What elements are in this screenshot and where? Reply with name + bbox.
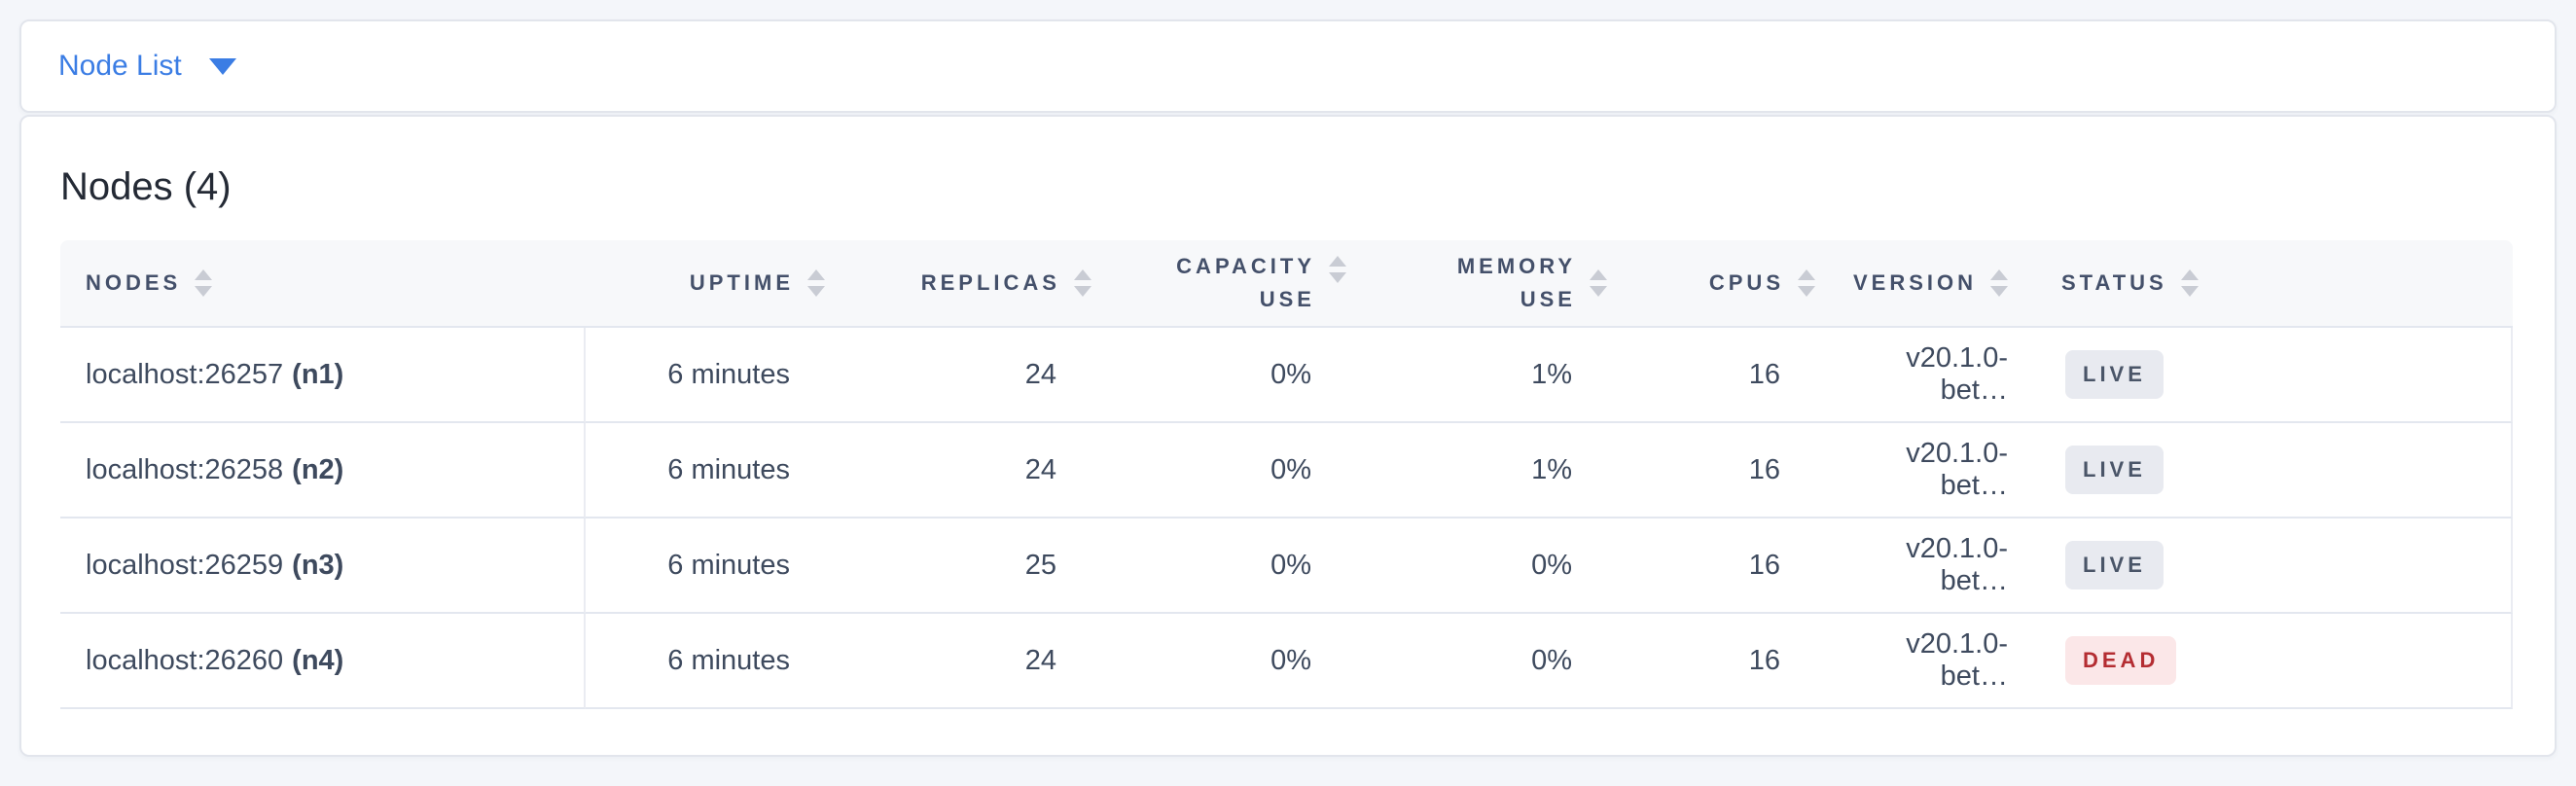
memory-use-cell: 1% bbox=[1373, 423, 1633, 518]
status-cell: LIVE bbox=[2034, 328, 2513, 423]
node-cell: localhost:26259 (n3) bbox=[60, 518, 586, 614]
sort-icon[interactable] bbox=[195, 269, 213, 297]
memory-use-cell: 0% bbox=[1373, 614, 1633, 709]
cpus-cell: 16 bbox=[1633, 423, 1842, 518]
cpus-cell: 16 bbox=[1633, 518, 1842, 614]
sort-icon[interactable] bbox=[807, 269, 825, 297]
node-address: localhost:26257 bbox=[86, 358, 284, 390]
cpus-cell: 16 bbox=[1633, 328, 1842, 423]
replicas-cell: 24 bbox=[851, 423, 1118, 518]
table-row: localhost:26257 (n1) 6 minutes 24 0% 1% 1… bbox=[60, 328, 2513, 423]
node-cell: localhost:26260 (n4) bbox=[60, 614, 586, 709]
nodes-panel: Nodes (4) NODES UPTIME bbox=[19, 115, 2557, 757]
nodes-table: NODES UPTIME REPLICAS bbox=[60, 240, 2513, 709]
memory-use-cell: 0% bbox=[1373, 518, 1633, 614]
version-cell: v20.1.0-bet… bbox=[1842, 518, 2034, 614]
replicas-cell: 25 bbox=[851, 518, 1118, 614]
chevron-down-icon bbox=[208, 57, 236, 75]
column-header-capacity-use[interactable]: CAPACITY USE bbox=[1118, 240, 1373, 328]
version-cell: v20.1.0-bet… bbox=[1842, 614, 2034, 709]
status-badge: LIVE bbox=[2065, 350, 2164, 399]
table-row: localhost:26258 (n2) 6 minutes 24 0% 1% 1… bbox=[60, 423, 2513, 518]
capacity-use-cell: 0% bbox=[1118, 423, 1373, 518]
table-row: localhost:26260 (n4) 6 minutes 24 0% 0% 1… bbox=[60, 614, 2513, 709]
column-header-memory-use[interactable]: MEMORY USE bbox=[1373, 240, 1633, 328]
uptime-cell: 6 minutes bbox=[586, 518, 851, 614]
node-address: localhost:26260 bbox=[86, 644, 284, 676]
version-cell: v20.1.0-bet… bbox=[1842, 423, 2034, 518]
node-id: (n4) bbox=[292, 644, 344, 676]
status-cell: LIVE bbox=[2034, 518, 2513, 614]
node-list-dropdown-label: Node List bbox=[58, 50, 182, 82]
node-list-dropdown[interactable]: Node List bbox=[58, 50, 236, 83]
column-header-status[interactable]: STATUS bbox=[2034, 240, 2513, 328]
node-cell: localhost:26258 (n2) bbox=[60, 423, 586, 518]
node-id: (n1) bbox=[292, 358, 344, 390]
status-badge: DEAD bbox=[2065, 636, 2177, 685]
column-header-nodes[interactable]: NODES bbox=[60, 240, 586, 328]
memory-use-cell: 1% bbox=[1373, 328, 1633, 423]
page-title: Nodes (4) bbox=[60, 165, 232, 208]
status-badge: LIVE bbox=[2065, 541, 2164, 590]
sort-icon[interactable] bbox=[1590, 269, 1607, 297]
sort-icon[interactable] bbox=[1329, 255, 1346, 283]
column-header-replicas[interactable]: REPLICAS bbox=[851, 240, 1118, 328]
column-header-uptime[interactable]: UPTIME bbox=[586, 240, 851, 328]
uptime-cell: 6 minutes bbox=[586, 423, 851, 518]
replicas-cell: 24 bbox=[851, 614, 1118, 709]
node-address: localhost:26259 bbox=[86, 549, 284, 581]
node-id: (n3) bbox=[292, 549, 344, 581]
capacity-use-cell: 0% bbox=[1118, 614, 1373, 709]
column-header-version[interactable]: VERSION bbox=[1842, 240, 2034, 328]
status-cell: DEAD bbox=[2034, 614, 2513, 709]
node-address: localhost:26258 bbox=[86, 453, 284, 485]
uptime-cell: 6 minutes bbox=[586, 614, 851, 709]
replicas-cell: 24 bbox=[851, 328, 1118, 423]
node-id: (n2) bbox=[292, 453, 344, 485]
column-header-cpus[interactable]: CPUS bbox=[1633, 240, 1842, 328]
version-cell: v20.1.0-bet… bbox=[1842, 328, 2034, 423]
sort-icon[interactable] bbox=[1798, 269, 1815, 297]
sort-icon[interactable] bbox=[1990, 269, 2008, 297]
table-header-row: NODES UPTIME REPLICAS bbox=[60, 240, 2513, 328]
capacity-use-cell: 0% bbox=[1118, 518, 1373, 614]
cpus-cell: 16 bbox=[1633, 614, 1842, 709]
node-cell: localhost:26257 (n1) bbox=[60, 328, 586, 423]
status-cell: LIVE bbox=[2034, 423, 2513, 518]
header-bar: Node List bbox=[19, 19, 2557, 113]
sort-icon[interactable] bbox=[1074, 269, 1091, 297]
capacity-use-cell: 0% bbox=[1118, 328, 1373, 423]
uptime-cell: 6 minutes bbox=[586, 328, 851, 423]
table-row: localhost:26259 (n3) 6 minutes 25 0% 0% 1… bbox=[60, 518, 2513, 614]
status-badge: LIVE bbox=[2065, 446, 2164, 494]
sort-icon[interactable] bbox=[2180, 269, 2199, 297]
